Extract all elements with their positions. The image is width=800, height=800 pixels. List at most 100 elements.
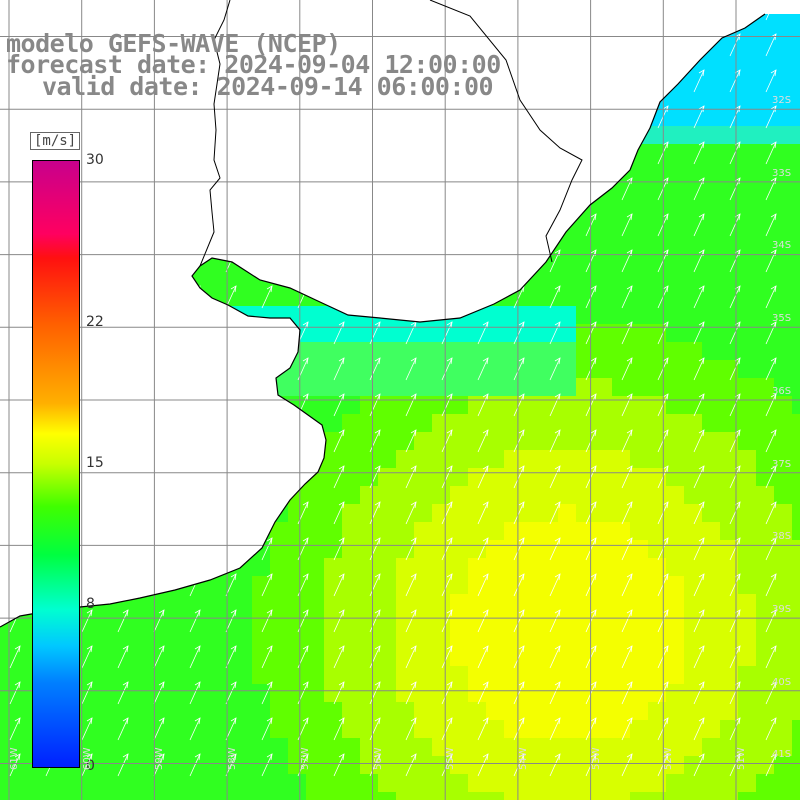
wind-arrow xyxy=(189,753,201,777)
wind-arrow xyxy=(621,753,633,777)
wind-arrow xyxy=(333,429,345,453)
wind-arrow xyxy=(333,573,345,597)
country-border xyxy=(429,0,583,263)
wind-arrow xyxy=(549,429,561,453)
wind-arrow xyxy=(261,717,273,741)
wind-arrow xyxy=(513,609,525,633)
wind-arrow xyxy=(621,501,633,525)
wind-arrow xyxy=(441,465,453,489)
wind-arrow xyxy=(693,681,705,705)
wind-arrow xyxy=(477,393,489,417)
wind-arrow xyxy=(477,321,489,345)
wind-arrow xyxy=(621,285,633,309)
wind-arrow xyxy=(693,609,705,633)
wind-arrow xyxy=(621,573,633,597)
wind-arrow xyxy=(729,645,741,669)
wind-arrow xyxy=(549,393,561,417)
wind-arrow xyxy=(477,717,489,741)
wind-arrow xyxy=(549,285,561,309)
wind-arrow xyxy=(729,537,741,561)
lon-label: 56W xyxy=(372,747,384,770)
wind-arrow xyxy=(729,213,741,237)
wind-arrow xyxy=(765,717,777,741)
wind-arrow xyxy=(333,501,345,525)
wind-arrow xyxy=(729,69,741,93)
lat-label: 38S xyxy=(772,531,792,543)
wind-arrow xyxy=(621,429,633,453)
wind-arrow xyxy=(477,357,489,381)
wind-arrow xyxy=(549,681,561,705)
wind-arrow xyxy=(729,321,741,345)
wind-arrow xyxy=(477,537,489,561)
wind-arrow xyxy=(621,213,633,237)
wind-arrow xyxy=(441,645,453,669)
title-valid-date: valid date: 2024-09-14 06:00:00 xyxy=(42,72,494,101)
country-border xyxy=(199,0,231,267)
wind-arrow xyxy=(693,285,705,309)
wind-arrow xyxy=(765,213,777,237)
wind-arrow xyxy=(693,321,705,345)
wind-arrow xyxy=(477,429,489,453)
wind-arrow xyxy=(549,645,561,669)
wind-arrow xyxy=(693,573,705,597)
wind-arrow xyxy=(765,14,777,21)
wind-arrow xyxy=(117,645,129,669)
wind-arrow xyxy=(261,753,273,777)
lon-label: 53W xyxy=(590,747,602,770)
wind-arrow xyxy=(765,609,777,633)
wind-arrow xyxy=(765,645,777,669)
wind-arrow xyxy=(729,393,741,417)
wind-arrow xyxy=(477,609,489,633)
wind-arrow xyxy=(405,465,417,489)
wind-arrow xyxy=(765,573,777,597)
wind-arrow xyxy=(765,465,777,489)
wind-arrow xyxy=(369,537,381,561)
wind-arrow xyxy=(765,681,777,705)
wind-arrow xyxy=(81,645,93,669)
wind-arrow xyxy=(693,69,705,93)
wind-arrow xyxy=(333,609,345,633)
wind-arrow xyxy=(369,609,381,633)
wind-arrow xyxy=(405,357,417,381)
wind-arrow xyxy=(225,717,237,741)
wind-arrow xyxy=(729,465,741,489)
wind-arrow xyxy=(693,393,705,417)
wind-arrow xyxy=(189,645,201,669)
legend-tick-label: 30 xyxy=(86,152,104,168)
wind-arrow xyxy=(261,537,273,561)
wind-arrow xyxy=(549,573,561,597)
wind-arrow xyxy=(549,249,561,273)
wind-arrow xyxy=(117,681,129,705)
title-model: modelo GEFS-WAVE (NCEP) xyxy=(6,29,341,58)
wind-arrow xyxy=(261,681,273,705)
wind-arrow xyxy=(729,357,741,381)
wind-arrow xyxy=(729,717,741,741)
lat-label: 39S xyxy=(772,603,792,615)
wind-arrow xyxy=(117,609,129,633)
wind-arrow xyxy=(261,645,273,669)
legend-tick-label: 22 xyxy=(86,313,104,330)
wind-arrow xyxy=(693,717,705,741)
wind-arrow xyxy=(765,357,777,381)
wind-arrow xyxy=(441,429,453,453)
title-forecast-date: forecast date: 2024-09-04 12:00:00 xyxy=(6,50,501,79)
wind-arrow xyxy=(765,141,777,165)
wind-arrow xyxy=(549,753,561,777)
wind-arrow xyxy=(513,321,525,345)
wind-arrow xyxy=(693,537,705,561)
lon-label: 55W xyxy=(445,747,457,770)
wind-arrow xyxy=(693,645,705,669)
wind-arrow xyxy=(549,537,561,561)
wind-arrow xyxy=(693,357,705,381)
wind-arrow xyxy=(441,321,453,345)
wind-arrow xyxy=(405,537,417,561)
wind-arrow xyxy=(513,753,525,777)
wind-arrow xyxy=(405,393,417,417)
wind-arrow xyxy=(513,393,525,417)
wind-arrow xyxy=(153,681,165,705)
wind-arrow xyxy=(477,753,489,777)
wind-arrow xyxy=(369,645,381,669)
lon-label: 61W xyxy=(9,747,20,770)
wind-arrow xyxy=(549,501,561,525)
